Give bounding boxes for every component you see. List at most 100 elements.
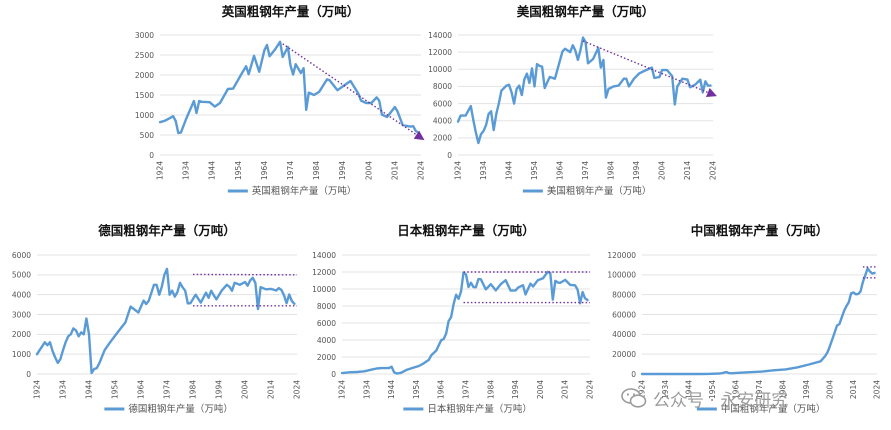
x-tick-label: 1944 xyxy=(208,161,217,180)
chart-title: 中国粗钢年产量（万吨） xyxy=(691,223,829,238)
y-tick-label: 2000 xyxy=(433,134,452,143)
y-tick-label: 60000 xyxy=(612,310,636,319)
x-tick-label: 2004 xyxy=(826,380,835,399)
chart-title: 英国粗钢年产量（万吨） xyxy=(222,4,360,19)
y-tick-label: 12000 xyxy=(312,268,336,277)
y-tick-label: 4000 xyxy=(12,290,31,299)
x-tick-label: 1954 xyxy=(111,380,120,399)
x-tick-label: 1924 xyxy=(338,380,347,399)
legend: 英国粗钢年产量（万吨） xyxy=(227,185,357,197)
x-tick-label: 1984 xyxy=(312,161,321,180)
y-tick-label: 0 xyxy=(26,370,31,379)
legend: 日本粗钢年产量（万吨） xyxy=(403,403,532,415)
y-tick-label: 4000 xyxy=(433,117,452,126)
x-tick-label: 1944 xyxy=(685,380,694,399)
x-tick-label: 1924 xyxy=(454,161,463,180)
x-tick-label: 1984 xyxy=(486,380,495,399)
legend-label: 中国粗钢年产量（万吨） xyxy=(721,403,826,415)
chart-title: 德国粗钢年产量（万吨） xyxy=(98,223,236,238)
y-tick-label: 2500 xyxy=(135,51,154,60)
series-line xyxy=(158,40,420,135)
chart-us: 美国粗钢年产量（万吨） 0 2000 4000 6000 8000 10000 12000 14… xyxy=(428,4,717,197)
x-tick-label: 1934 xyxy=(362,380,371,399)
y-tick-label: 12000 xyxy=(428,48,452,57)
watermark: 公众号 · 永安研究 xyxy=(621,383,788,413)
x-tick-label: 1994 xyxy=(632,161,641,180)
y-tick-label: 20000 xyxy=(612,350,636,359)
y-tick-label: 6000 xyxy=(12,251,31,260)
legend-label: 英国粗钢年产量（万吨） xyxy=(252,185,357,197)
x-tick-label: 1994 xyxy=(802,380,811,399)
legend: 德国粗钢年产量（万吨） xyxy=(104,403,233,415)
x-tick-label: 1954 xyxy=(234,161,243,180)
x-tick-label: 1924 xyxy=(33,380,42,399)
x-tick-label: 2024 xyxy=(293,380,302,399)
x-tick-label: 1934 xyxy=(182,161,191,180)
chart-uk: 英国粗钢年产量（万吨） 0 500 1000 1500 2000 2500 3000 1924 1… xyxy=(135,4,426,197)
x-tick-label: 1944 xyxy=(85,380,94,399)
x-tick-label: 1984 xyxy=(607,161,616,180)
x-tick-label: 1994 xyxy=(215,380,224,399)
x-tick-label: 2024 xyxy=(873,380,882,399)
chart-title: 日本粗钢年产量（万吨） xyxy=(397,223,535,238)
y-tick-label: 100000 xyxy=(607,271,636,280)
wechat-icon xyxy=(621,388,647,408)
x-tick-label: 1974 xyxy=(755,380,764,399)
x-tick-label: 1964 xyxy=(437,380,446,399)
y-tick-label: 10000 xyxy=(428,65,452,74)
x-tick-label: 1934 xyxy=(479,161,488,180)
y-tick-label: 0 xyxy=(149,151,154,160)
y-tick-label: 10000 xyxy=(312,285,336,294)
y-tick-label: 0 xyxy=(447,151,452,160)
x-tick-label: 1964 xyxy=(260,161,269,180)
x-tick-label: 1964 xyxy=(732,380,741,399)
series-line xyxy=(456,36,712,145)
y-tick-label: 4000 xyxy=(317,336,336,345)
trend-line xyxy=(582,40,717,97)
y-tick-label: 8000 xyxy=(433,82,452,91)
y-tick-label: 0 xyxy=(331,370,336,379)
x-tick-label: 2014 xyxy=(267,380,276,399)
x-tick-label: 1934 xyxy=(59,380,68,399)
x-tick-label: 1984 xyxy=(779,380,788,399)
x-tick-label: 2004 xyxy=(241,380,250,399)
y-tick-label: 1500 xyxy=(135,91,154,100)
x-tick-label: 1954 xyxy=(708,380,717,399)
x-tick-label: 1954 xyxy=(412,380,421,399)
x-tick-label: 2014 xyxy=(849,380,858,399)
x-tick-label: 2004 xyxy=(364,161,373,180)
y-tick-label: 2000 xyxy=(12,330,31,339)
legend: 中国粗钢年产量（万吨） xyxy=(696,403,826,415)
x-tick-label: 1964 xyxy=(137,380,146,399)
x-tick-label: 1974 xyxy=(163,380,172,399)
x-tick-label: 1944 xyxy=(505,161,514,180)
y-tick-label: 0 xyxy=(631,370,636,379)
y-tick-label: 1000 xyxy=(135,111,154,120)
x-tick-label: 1924 xyxy=(156,161,165,180)
y-tick-label: 40000 xyxy=(612,330,636,339)
x-tick-label: 1934 xyxy=(661,380,670,399)
watermark-text: 公众号 · 永安研究 xyxy=(653,390,789,411)
y-tick-label: 3000 xyxy=(135,31,154,40)
y-tick-label: 1000 xyxy=(12,350,31,359)
chart-cn: 中国粗钢年产量（万吨） 0 20000 40000 60000 80000 100000 12… xyxy=(607,223,881,415)
x-tick-label: 2004 xyxy=(658,161,667,180)
legend-label: 日本粗钢年产量（万吨） xyxy=(427,403,532,415)
x-tick-label: 1984 xyxy=(189,380,198,399)
y-tick-label: 80000 xyxy=(612,290,636,299)
y-tick-label: 2000 xyxy=(317,353,336,362)
legend-label: 德国粗钢年产量（万吨） xyxy=(128,403,233,415)
x-tick-label: 1964 xyxy=(556,161,565,180)
x-tick-label: 1994 xyxy=(511,380,520,399)
x-tick-label: 2024 xyxy=(417,161,426,180)
x-tick-label: 2014 xyxy=(561,380,570,399)
legend-label: 美国粗钢年产量（万吨） xyxy=(547,185,652,197)
y-tick-label: 8000 xyxy=(317,302,336,311)
series-line xyxy=(640,267,876,376)
x-tick-label: 1924 xyxy=(638,380,647,399)
x-tick-label: 2004 xyxy=(536,380,545,399)
legend: 美国粗钢年产量（万吨） xyxy=(522,185,652,197)
x-tick-label: 1954 xyxy=(530,161,539,180)
y-tick-label: 6000 xyxy=(317,319,336,328)
